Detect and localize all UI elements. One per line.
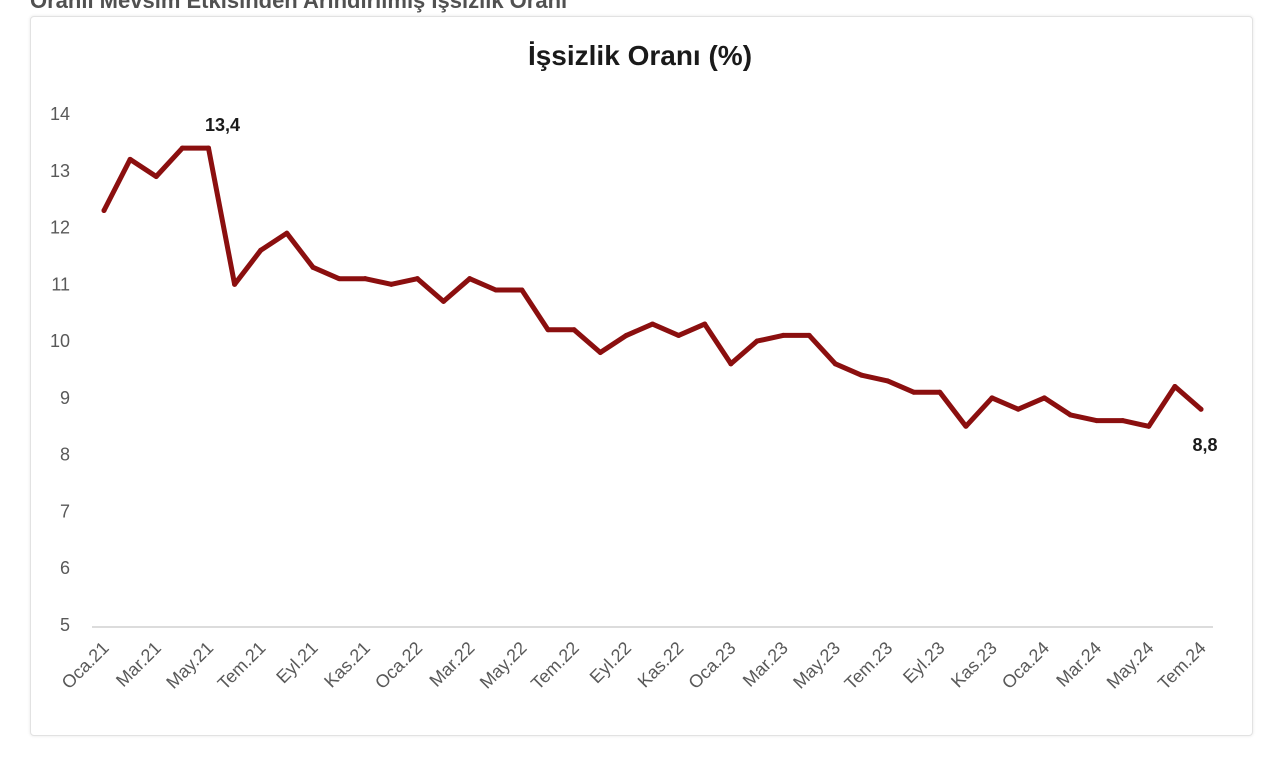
chart-card — [30, 16, 1253, 736]
data-point — [702, 321, 708, 327]
data-point — [623, 332, 629, 338]
data-point — [650, 321, 655, 327]
data-point — [179, 145, 185, 151]
data-point — [414, 276, 420, 282]
x-tick-label: Eyl.21 — [272, 638, 322, 688]
y-tick-label: 7 — [60, 501, 70, 521]
data-point — [284, 230, 290, 236]
x-tick-label: May.22 — [476, 638, 531, 693]
data-point — [597, 349, 603, 355]
data-point — [963, 423, 969, 429]
x-tick-label: Mar.22 — [425, 638, 478, 691]
data-point — [858, 372, 864, 378]
series-line-unemployment — [101, 145, 1204, 429]
data-point — [441, 298, 447, 304]
x-tick-label: Mar.23 — [739, 638, 792, 691]
y-tick-label: 14 — [50, 104, 70, 124]
x-tick-label: Oca.22 — [371, 638, 426, 693]
data-point — [1120, 418, 1126, 424]
data-point — [571, 327, 577, 333]
data-point — [493, 287, 499, 293]
y-axis-tick-labels: 5 6 7 8 9 10 11 12 13 14 — [50, 104, 70, 635]
data-point — [806, 332, 812, 338]
data-point — [676, 332, 682, 338]
data-point — [1146, 423, 1152, 429]
y-tick-label: 5 — [60, 615, 70, 635]
data-point — [780, 332, 786, 338]
data-point — [1041, 395, 1047, 401]
data-point — [519, 287, 525, 293]
x-tick-label: Mar.24 — [1052, 638, 1105, 691]
data-point — [101, 208, 107, 214]
x-tick-label: Eyl.22 — [586, 638, 636, 688]
data-point — [232, 281, 238, 287]
x-tick-label: Kas.21 — [320, 638, 374, 692]
data-point — [1172, 384, 1178, 390]
data-point — [258, 247, 264, 253]
data-point — [362, 276, 368, 282]
x-tick-label: Tem.24 — [1154, 638, 1210, 694]
chart-title: İşsizlik Oranı (%) — [527, 40, 753, 71]
data-point — [911, 389, 917, 395]
page-header-text: Oranlı Mevsim Etkisinden Arındırılmış İş… — [30, 0, 568, 13]
y-tick-label: 10 — [50, 331, 70, 351]
y-tick-label: 9 — [60, 388, 70, 408]
data-point — [127, 156, 133, 162]
data-label: 8,8 — [1192, 435, 1217, 455]
data-point — [310, 264, 316, 270]
data-labels: 13,4 8,8 — [205, 115, 1218, 455]
y-tick-label: 8 — [60, 445, 70, 465]
x-tick-label: Oca.21 — [58, 638, 113, 693]
x-tick-label: Kas.23 — [947, 638, 1001, 692]
data-point — [989, 395, 995, 401]
x-tick-label: Mar.21 — [112, 638, 165, 691]
data-point — [754, 338, 760, 344]
x-tick-label: Eyl.23 — [899, 638, 949, 688]
y-tick-label: 11 — [51, 274, 70, 294]
data-point — [467, 276, 473, 282]
data-point — [937, 389, 943, 395]
y-tick-label: 6 — [60, 558, 70, 578]
data-point — [1015, 406, 1021, 412]
series-points — [101, 145, 1204, 429]
data-point — [153, 173, 159, 179]
data-label: 13,4 — [205, 115, 240, 135]
data-point — [885, 378, 891, 384]
x-tick-label: Tem.22 — [527, 638, 583, 694]
data-point — [545, 327, 551, 333]
y-tick-label: 13 — [50, 161, 70, 181]
x-tick-label: Tem.23 — [841, 638, 897, 694]
data-point — [388, 281, 394, 287]
x-tick-label: Oca.23 — [684, 638, 739, 693]
x-tick-label: May.21 — [162, 638, 217, 693]
data-point — [1067, 412, 1073, 418]
data-point — [205, 145, 211, 151]
x-tick-label: Kas.22 — [634, 638, 688, 692]
x-tick-label: Tem.21 — [214, 638, 270, 694]
data-point — [1094, 418, 1100, 424]
data-point — [1198, 406, 1204, 412]
x-tick-label: May.23 — [789, 638, 844, 693]
x-tick-label: Oca.24 — [998, 638, 1053, 693]
data-point — [728, 361, 734, 367]
x-tick-label: May.24 — [1103, 638, 1158, 693]
y-tick-label: 12 — [50, 218, 70, 238]
data-point — [336, 276, 342, 282]
data-point — [832, 361, 838, 367]
